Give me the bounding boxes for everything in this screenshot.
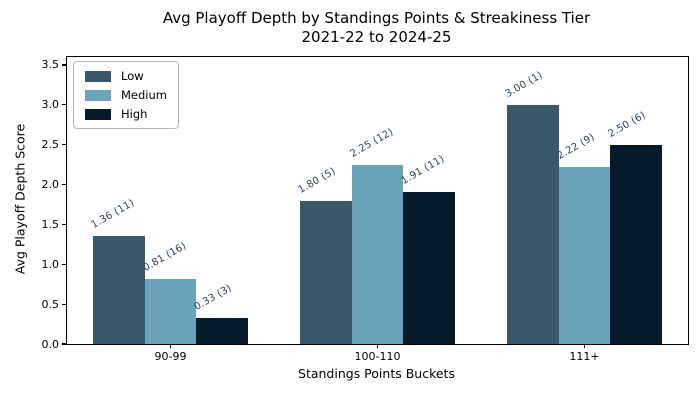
bar-value-label: 2.50 (6) bbox=[606, 109, 649, 140]
legend-label-low: Low bbox=[121, 69, 144, 83]
y-tick-mark bbox=[62, 303, 66, 305]
y-tick-label: 1.5 bbox=[41, 217, 60, 231]
y-tick-label: 0.0 bbox=[41, 337, 60, 351]
bar-value-label: 3.00 (1) bbox=[503, 69, 545, 100]
bar-value-label: 1.91 (11) bbox=[399, 153, 447, 187]
x-tick-label: 111+ bbox=[569, 350, 600, 363]
y-tick-label: 2.0 bbox=[41, 178, 60, 192]
y-tick-mark bbox=[62, 343, 66, 345]
bar-medium-111+ bbox=[558, 167, 611, 344]
bar-low-90-99 bbox=[92, 235, 145, 344]
x-tick-label: 100-110 bbox=[354, 350, 401, 363]
legend-swatch-high bbox=[85, 108, 111, 120]
y-tick-mark bbox=[62, 144, 66, 146]
bar-high-111+ bbox=[610, 144, 663, 344]
x-tick-label: 90-99 bbox=[154, 350, 187, 363]
bar-value-label: 2.22 (9) bbox=[555, 131, 597, 163]
legend-item-high: High bbox=[85, 108, 167, 120]
legend-swatch-medium bbox=[85, 89, 111, 101]
bar-high-100-110 bbox=[403, 191, 456, 344]
y-tick-mark bbox=[62, 263, 66, 265]
plot-area: Low Medium High 0.0 0.5 1.0 1.5 2.0 2.5 3.0 3.5 90… bbox=[42, 56, 689, 363]
legend-item-low: Low bbox=[85, 70, 167, 82]
y-tick-label: 3.0 bbox=[41, 98, 60, 112]
legend-label-medium: Medium bbox=[121, 88, 167, 102]
bar-medium-100-110 bbox=[351, 164, 404, 344]
bar-low-111+ bbox=[506, 104, 559, 344]
y-tick-label: 3.5 bbox=[41, 58, 60, 72]
chart-title-line2: 2021-22 to 2024-25 bbox=[301, 28, 452, 46]
legend-label-high: High bbox=[121, 107, 148, 121]
legend-item-medium: Medium bbox=[85, 89, 167, 101]
y-tick-mark bbox=[62, 183, 66, 186]
bar-value-label: 2.25 (12) bbox=[348, 126, 396, 160]
bar-value-label: 0.81 (16) bbox=[141, 241, 189, 275]
legend-swatch-low bbox=[85, 70, 111, 82]
x-tick-mark bbox=[583, 344, 586, 348]
bar-value-label: 0.33 (3) bbox=[192, 282, 235, 313]
bar-value-label: 1.80 (5) bbox=[296, 165, 338, 196]
bar-high-90-99 bbox=[196, 317, 249, 344]
bar-value-label: 1.36 (11) bbox=[89, 197, 137, 231]
chart-title: Avg Playoff Depth by Standings Points & … bbox=[66, 9, 687, 47]
y-tick-label: 2.5 bbox=[41, 138, 60, 152]
y-tick-label: 0.5 bbox=[41, 297, 60, 311]
y-tick-mark bbox=[62, 104, 66, 106]
x-tick-mark bbox=[376, 344, 379, 348]
y-tick-mark bbox=[62, 64, 66, 66]
x-tick-mark bbox=[169, 344, 172, 348]
y-tick-label: 1.0 bbox=[41, 257, 60, 271]
y-tick-mark bbox=[62, 223, 66, 226]
bar-medium-90-99 bbox=[144, 279, 197, 344]
bar-low-100-110 bbox=[299, 200, 352, 344]
chart-title-line1: Avg Playoff Depth by Standings Points & … bbox=[162, 9, 591, 27]
x-axis-label: Standings Points Buckets bbox=[298, 366, 455, 381]
legend: Low Medium High bbox=[73, 61, 179, 129]
